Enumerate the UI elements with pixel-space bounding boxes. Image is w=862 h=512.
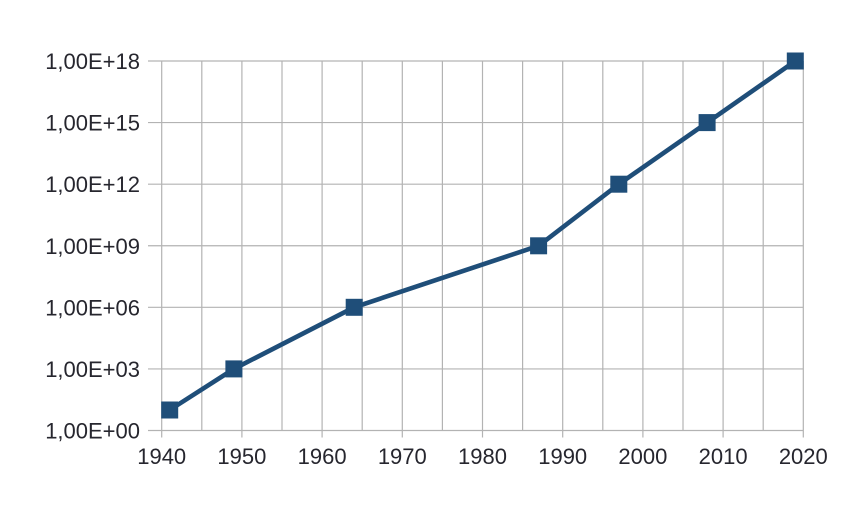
data-point-marker <box>698 114 716 132</box>
data-point-marker <box>610 175 628 193</box>
y-axis-tick-label: 1,00E+06 <box>45 295 140 320</box>
x-axis-tick-label: 1990 <box>538 444 587 469</box>
x-axis-tick-label: 2010 <box>699 444 748 469</box>
data-point-marker <box>225 360 243 378</box>
x-axis-tick-label: 1950 <box>217 444 266 469</box>
data-point-marker <box>345 298 363 316</box>
x-axis-tick-label: 1960 <box>298 444 347 469</box>
x-axis-tick-label: 1980 <box>458 444 507 469</box>
x-axis-tick-label: 1940 <box>137 444 186 469</box>
data-point-marker <box>161 401 179 419</box>
x-axis-tick-label: 1970 <box>378 444 427 469</box>
y-axis-tick-label: 1,00E+03 <box>45 357 140 382</box>
x-axis-tick-label: 2000 <box>618 444 667 469</box>
data-point-marker <box>786 52 804 70</box>
y-axis-tick-label: 1,00E+15 <box>45 111 140 136</box>
y-axis-tick-label: 1,00E+09 <box>45 234 140 259</box>
y-axis-tick-label: 1,00E+00 <box>45 419 140 444</box>
data-point-marker <box>530 237 548 255</box>
y-axis-tick-label: 1,00E+18 <box>45 49 140 74</box>
y-axis-tick-label: 1,00E+12 <box>45 172 140 197</box>
x-axis-tick-label: 2020 <box>779 444 828 469</box>
